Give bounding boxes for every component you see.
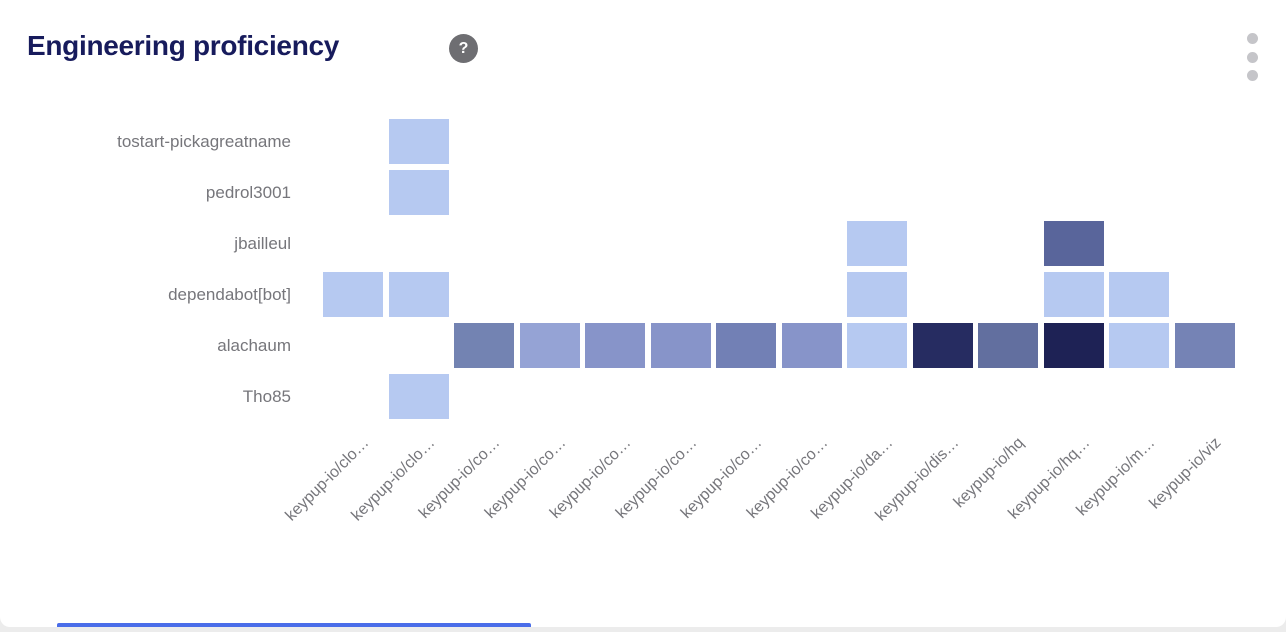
- heatmap-cell[interactable]: [519, 323, 580, 368]
- heatmap-cell[interactable]: [716, 323, 776, 368]
- heatmap-cell[interactable]: [1043, 221, 1104, 266]
- row-label: tostart-pickagreatname: [117, 132, 291, 151]
- kebab-dot: [1247, 51, 1258, 63]
- heatmap-cell[interactable]: [1043, 272, 1104, 317]
- row-label: pedrol3001: [205, 183, 291, 202]
- row-label: alachaum: [217, 336, 291, 355]
- heatmap-cell[interactable]: [454, 323, 514, 368]
- heatmap-cell[interactable]: [388, 170, 449, 215]
- help-icon[interactable]: ?: [449, 34, 478, 63]
- question-mark-glyph: ?: [458, 39, 469, 57]
- heatmap-cell[interactable]: [781, 323, 842, 368]
- heatmap-cell[interactable]: [650, 323, 711, 368]
- card-header: Engineering proficiency ?: [0, 0, 1286, 90]
- page-title: Engineering proficiency: [27, 30, 340, 61]
- heatmap-cell[interactable]: [585, 323, 645, 368]
- heatmap-cell[interactable]: [388, 119, 449, 164]
- heatmap-cell[interactable]: [847, 272, 907, 317]
- heatmap-cell[interactable]: [1109, 323, 1169, 368]
- row-label: dependabot[bot]: [168, 285, 291, 304]
- kebab-menu-icon[interactable]: [1247, 33, 1259, 81]
- kebab-dot: [1247, 33, 1258, 44]
- heatmap-cell[interactable]: [1043, 323, 1104, 368]
- row-label: Tho85: [242, 387, 291, 406]
- heatmap-cell[interactable]: [1174, 323, 1235, 368]
- heatmap-cell[interactable]: [323, 272, 383, 317]
- heatmap-cell[interactable]: [388, 272, 449, 317]
- heatmap-cell[interactable]: [912, 323, 973, 368]
- heatmap-cell[interactable]: [847, 221, 907, 266]
- heatmap-cell[interactable]: [388, 374, 449, 419]
- kebab-dot: [1247, 70, 1258, 81]
- row-label: jbailleul: [234, 234, 291, 253]
- next-card-edge: [57, 623, 531, 627]
- heatmap-cell[interactable]: [847, 323, 907, 368]
- heatmap-cell[interactable]: [978, 323, 1038, 368]
- heatmap-cell[interactable]: [1109, 272, 1169, 317]
